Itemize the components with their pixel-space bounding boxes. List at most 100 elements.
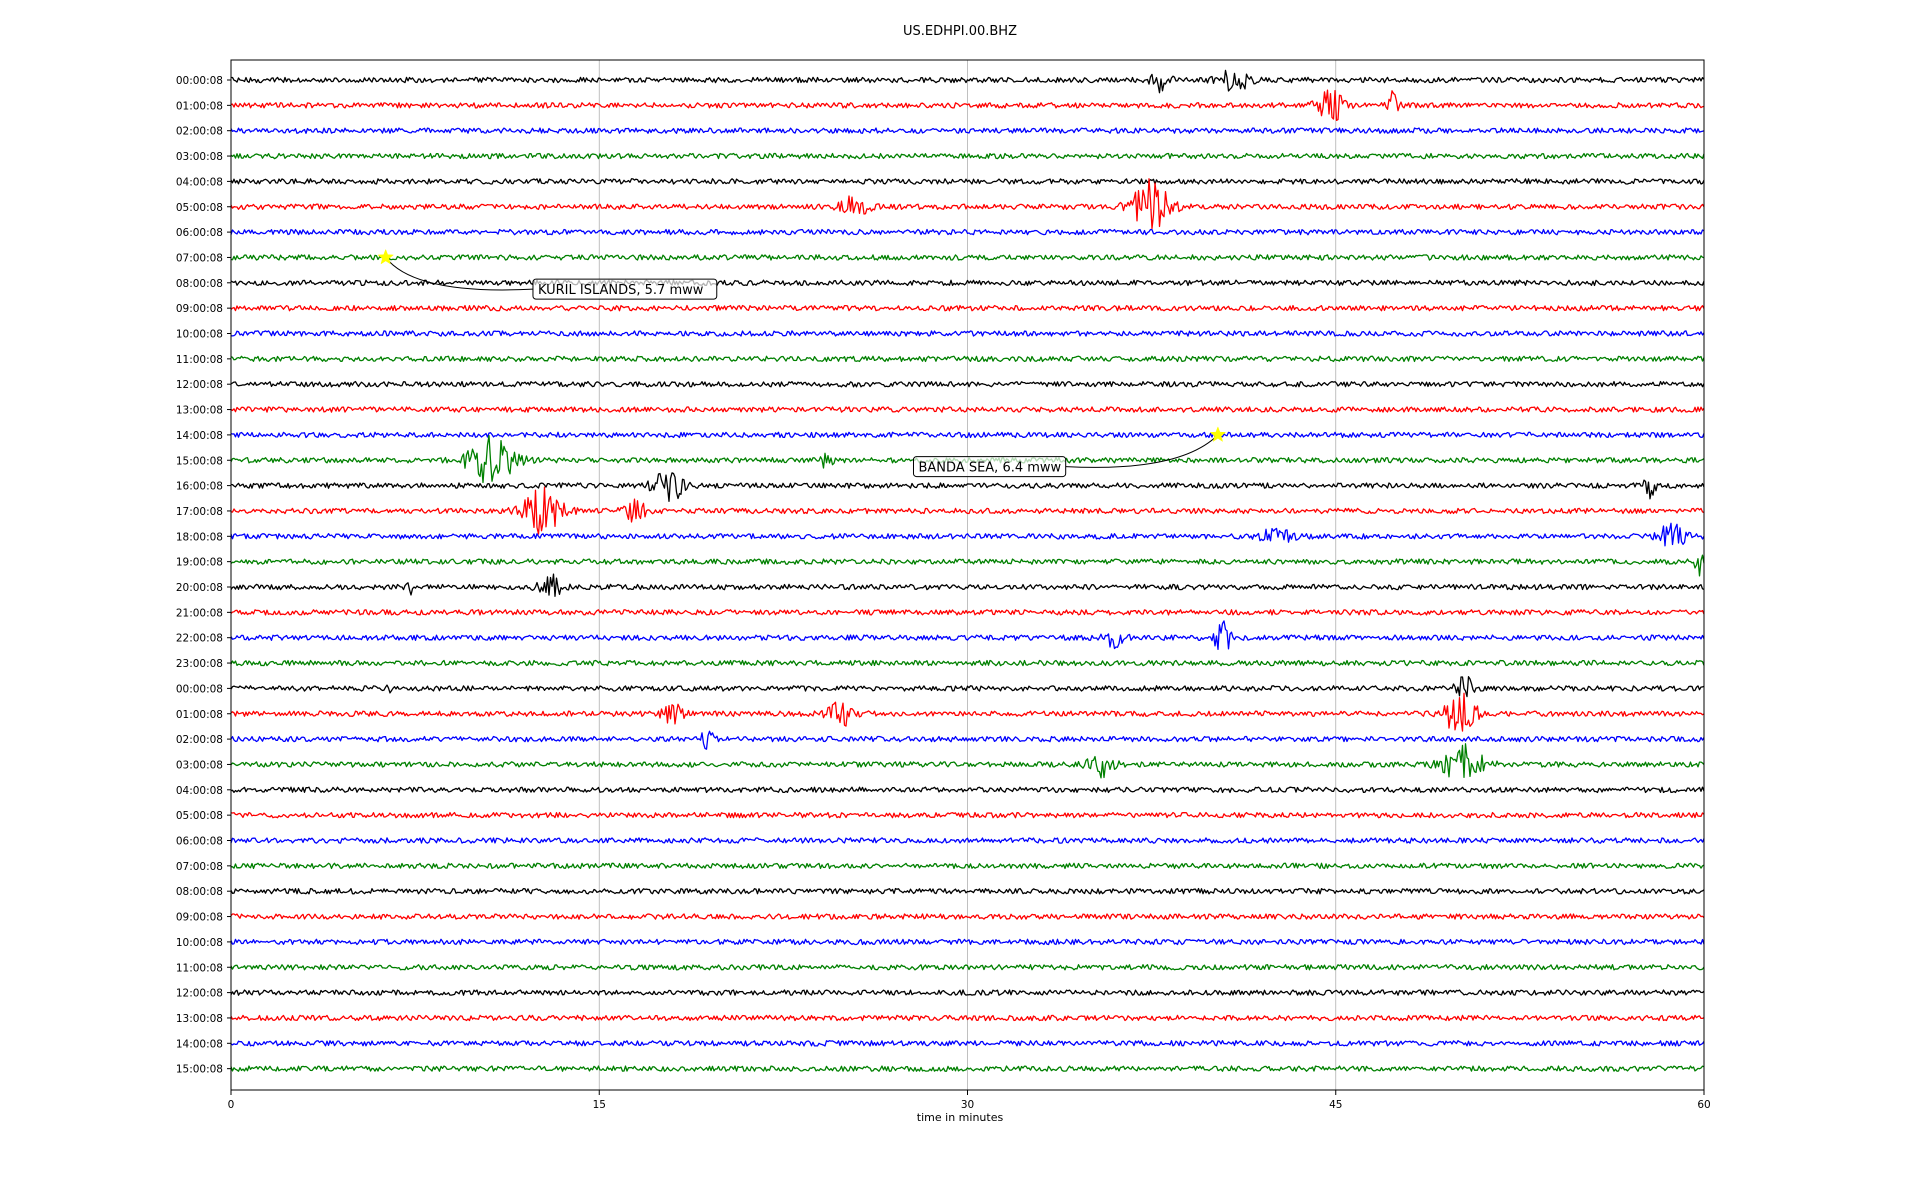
trace-lines [230, 69, 1705, 1072]
y-tick-label: 23:00:08 [176, 658, 223, 670]
y-tick-label: 02:00:08 [176, 126, 223, 138]
trace-line [230, 862, 1705, 870]
trace-line [230, 786, 1705, 794]
trace-line [230, 178, 1705, 185]
y-tick-label: 18:00:08 [176, 531, 223, 543]
grid-lines [598, 60, 1337, 1090]
trace-line [230, 811, 1705, 819]
annotation-arrow [385, 257, 533, 291]
trace-line [231, 69, 1705, 94]
trace-line [230, 743, 1705, 779]
x-tick-label: 0 [228, 1099, 235, 1111]
x-axis-label: time in minutes [917, 1111, 1004, 1124]
trace-line [230, 431, 1705, 439]
y-tick-label: 16:00:08 [176, 481, 223, 493]
annotation-box [532, 278, 718, 300]
y-tick-label: 12:00:08 [176, 379, 223, 391]
y-tick-label: 04:00:08 [176, 785, 223, 797]
trace-line [230, 178, 1705, 230]
trace-line [230, 964, 1705, 971]
y-tick-label: 05:00:08 [176, 202, 223, 214]
event-star-icon [1209, 426, 1227, 442]
trace-line [230, 279, 1705, 287]
trace-line [230, 152, 1705, 160]
x-tick-label: 15 [593, 1099, 606, 1111]
trace-line [230, 887, 1705, 895]
y-tick-label: 20:00:08 [176, 582, 223, 594]
y-tick-label: 02:00:08 [176, 734, 223, 746]
trace-line [230, 620, 1705, 651]
y-tick-label: 09:00:08 [176, 303, 223, 315]
y-tick-label: 01:00:08 [176, 100, 223, 112]
y-tick-label: 08:00:08 [176, 886, 223, 898]
trace-line [230, 938, 1705, 946]
y-tick-label: 11:00:08 [176, 962, 223, 974]
trace-line [230, 254, 1705, 261]
y-tick-label: 15:00:08 [176, 1064, 223, 1076]
y-tick-label: 09:00:08 [176, 912, 223, 924]
y-tick-label: 15:00:08 [176, 455, 223, 467]
trace-line [230, 472, 1705, 502]
trace-line [230, 989, 1705, 996]
y-tick-label: 13:00:08 [176, 405, 223, 417]
trace-line [230, 228, 1705, 236]
trace-line [230, 89, 1705, 122]
trace-line [230, 127, 1705, 134]
trace-line [230, 522, 1705, 547]
trace-line [230, 837, 1705, 844]
event-annotations: KURIL ISLANDS, 5.7 mww BANDA SEA, 6.4 mww [377, 248, 1227, 478]
trace-line [230, 330, 1705, 337]
y-tick-label: 12:00:08 [176, 988, 223, 1000]
y-tick-label: 14:00:08 [176, 1038, 223, 1050]
y-tick-label: 03:00:08 [176, 759, 223, 771]
y-tick-label: 11:00:08 [176, 354, 223, 366]
x-tick-label: 60 [1697, 1099, 1710, 1111]
trace-line [230, 355, 1705, 363]
trace-line [230, 1065, 1705, 1072]
y-tick-label: 05:00:08 [176, 810, 223, 822]
trace-line [230, 380, 1705, 388]
y-tick-label: 22:00:08 [176, 633, 223, 645]
trace-line [230, 659, 1705, 667]
chart-title: US.EDHPI.00.BHZ [903, 24, 1017, 39]
y-tick-label: 10:00:08 [176, 937, 223, 949]
trace-line [230, 676, 1705, 698]
annotation-label: BANDA SEA, 6.4 mww [918, 461, 1061, 476]
x-tick-label: 30 [961, 1099, 974, 1111]
y-tick-label: 14:00:08 [176, 430, 223, 442]
trace-line [230, 1040, 1705, 1047]
y-tick-label: 19:00:08 [176, 557, 223, 569]
trace-line [230, 609, 1705, 616]
y-tick-label: 03:00:08 [176, 151, 223, 163]
trace-line [230, 913, 1705, 920]
y-tick-label: 08:00:08 [176, 278, 223, 290]
trace-line [230, 406, 1705, 413]
y-tick-label: 21:00:08 [176, 607, 223, 619]
y-tick-label: 01:00:08 [176, 709, 223, 721]
y-tick-label: 06:00:08 [176, 836, 223, 848]
y-tick-label: 07:00:08 [176, 252, 223, 264]
trace-line [230, 730, 1705, 750]
trace-line [230, 304, 1705, 312]
trace-line [230, 486, 1705, 535]
y-tick-label: 06:00:08 [176, 227, 223, 239]
annotation-arrow [1065, 434, 1219, 468]
trace-line [230, 1014, 1705, 1022]
event-star-icon [377, 248, 394, 265]
y-tick-label: 13:00:08 [176, 1013, 223, 1025]
trace-line [230, 554, 1705, 577]
y-tick-label: 17:00:08 [176, 506, 223, 518]
annotation-box [912, 456, 1067, 478]
y-tick-label: 00:00:08 [176, 75, 223, 87]
y-tick-label: 07:00:08 [176, 861, 223, 873]
trace-line [230, 692, 1705, 732]
trace-line [230, 573, 1705, 597]
y-tick-label: 10:00:08 [176, 329, 223, 341]
y-tick-label: 00:00:08 [176, 683, 223, 695]
y-tick-label: 04:00:08 [176, 176, 223, 188]
x-tick-label: 45 [1329, 1099, 1342, 1111]
annotation-label: KURIL ISLANDS, 5.7 mww [538, 283, 704, 298]
axis-ticks: 00:00:08 01:00:08 02:00:08 03:00:08 04:00:08… [176, 75, 1711, 1111]
